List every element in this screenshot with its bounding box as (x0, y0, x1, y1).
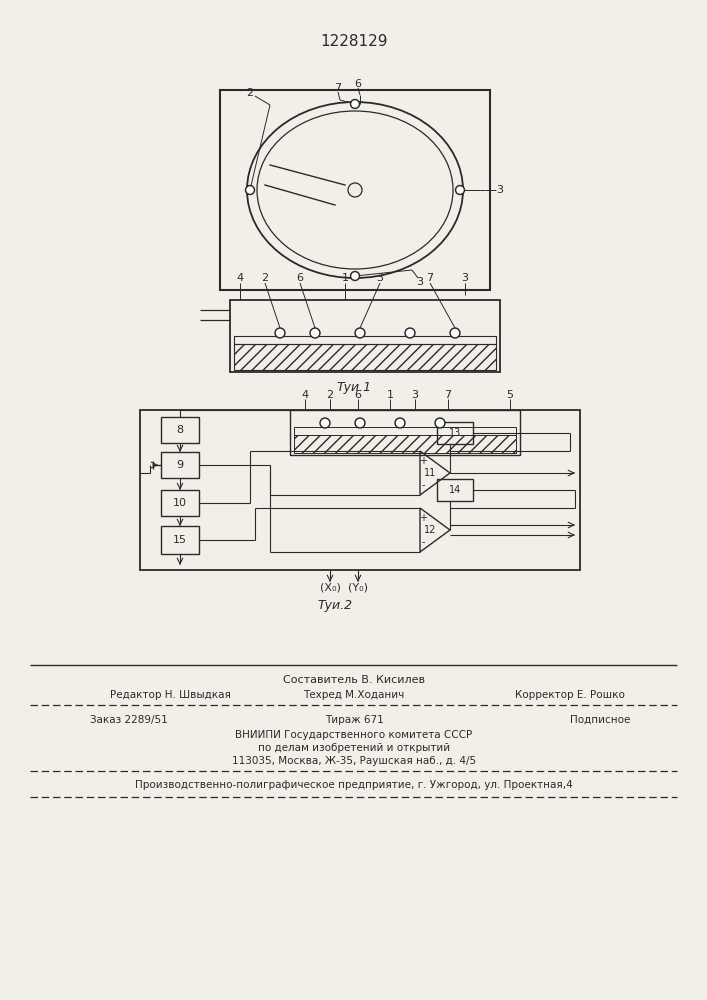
Bar (161, 417, 199, 443)
Text: 113035, Москва, Ж-35, Раушская наб., д. 4/5: 113035, Москва, Ж-35, Раушская наб., д. … (232, 756, 476, 766)
Text: Заказ 2289/51: Заказ 2289/51 (90, 715, 168, 725)
Text: 1: 1 (341, 273, 349, 283)
Bar (140, 410, 580, 570)
Circle shape (356, 420, 363, 426)
Text: (X₀): (X₀) (320, 583, 341, 593)
Text: Корректор Е. Рошко: Корректор Е. Рошко (515, 690, 625, 700)
Text: 14: 14 (449, 485, 461, 495)
Circle shape (312, 330, 318, 336)
Text: 6: 6 (354, 79, 361, 89)
Circle shape (320, 418, 330, 428)
Circle shape (355, 418, 365, 428)
Circle shape (322, 420, 329, 426)
Text: Редактор Н. Швыдкая: Редактор Н. Швыдкая (110, 690, 231, 700)
Circle shape (457, 187, 463, 193)
Text: +: + (419, 513, 427, 523)
Text: 13: 13 (449, 428, 461, 438)
Bar (234, 344, 496, 370)
Circle shape (351, 271, 359, 280)
Text: Составитель В. Кисилев: Составитель В. Кисилев (283, 675, 425, 685)
Text: 3: 3 (416, 277, 423, 287)
Circle shape (455, 186, 464, 194)
Text: 1: 1 (387, 390, 394, 400)
Text: +: + (419, 456, 427, 466)
Circle shape (397, 420, 404, 426)
Text: 12: 12 (423, 525, 436, 535)
Circle shape (276, 330, 284, 336)
Text: 3: 3 (411, 390, 419, 400)
Bar (161, 452, 199, 478)
Text: Техред М.Ходанич: Техред М.Ходанич (303, 690, 404, 700)
Text: 4: 4 (301, 390, 308, 400)
Circle shape (245, 186, 255, 194)
Bar (230, 300, 500, 372)
Circle shape (352, 101, 358, 107)
Circle shape (395, 418, 405, 428)
Circle shape (247, 187, 253, 193)
Bar (437, 479, 473, 501)
Text: 2: 2 (262, 273, 269, 283)
Text: 5: 5 (506, 390, 513, 400)
Text: 2: 2 (327, 390, 334, 400)
Text: по делам изобретений и открытий: по делам изобретений и открытий (258, 743, 450, 753)
Text: 9: 9 (177, 460, 184, 470)
Circle shape (450, 328, 460, 338)
Circle shape (355, 328, 365, 338)
Text: 1228129: 1228129 (320, 34, 387, 49)
Text: 6: 6 (296, 273, 303, 283)
Text: -: - (421, 537, 425, 547)
Text: 4: 4 (236, 273, 244, 283)
Text: 2: 2 (247, 88, 254, 98)
Text: (Y₀): (Y₀) (348, 583, 368, 593)
Text: 3: 3 (462, 273, 469, 283)
Circle shape (405, 328, 415, 338)
Text: 10: 10 (173, 498, 187, 508)
Text: -: - (421, 480, 425, 490)
Circle shape (452, 330, 459, 336)
Bar (294, 427, 516, 435)
Bar (220, 90, 490, 290)
Text: Τуи.2: Τуи.2 (317, 598, 353, 611)
Text: 3: 3 (377, 273, 383, 283)
Text: 8: 8 (177, 425, 184, 435)
Bar (437, 422, 473, 444)
Text: 6: 6 (354, 390, 361, 400)
Text: Производственно-полиграфическое предприятие, г. Ужгород, ул. Проектная,4: Производственно-полиграфическое предприя… (135, 780, 573, 790)
Text: 11: 11 (424, 468, 436, 478)
Text: Τуи.1: Τуи.1 (337, 381, 372, 394)
Bar (294, 435, 516, 453)
Circle shape (356, 330, 363, 336)
Bar (161, 526, 199, 554)
Circle shape (310, 328, 320, 338)
Text: 15: 15 (173, 535, 187, 545)
Text: 7: 7 (445, 390, 452, 400)
Text: ВНИИПИ Государственного комитета СССР: ВНИИПИ Государственного комитета СССР (235, 730, 472, 740)
Circle shape (351, 100, 359, 108)
Text: 7: 7 (334, 83, 341, 93)
Bar (290, 410, 520, 455)
Bar (234, 336, 496, 344)
Circle shape (407, 330, 414, 336)
Circle shape (436, 420, 443, 426)
Circle shape (435, 418, 445, 428)
Circle shape (275, 328, 285, 338)
Bar (161, 490, 199, 516)
Circle shape (352, 273, 358, 279)
Text: 3: 3 (496, 185, 503, 195)
Text: Тираж 671: Тираж 671 (325, 715, 383, 725)
Text: 7: 7 (426, 273, 433, 283)
Text: Подписное: Подписное (570, 715, 631, 725)
